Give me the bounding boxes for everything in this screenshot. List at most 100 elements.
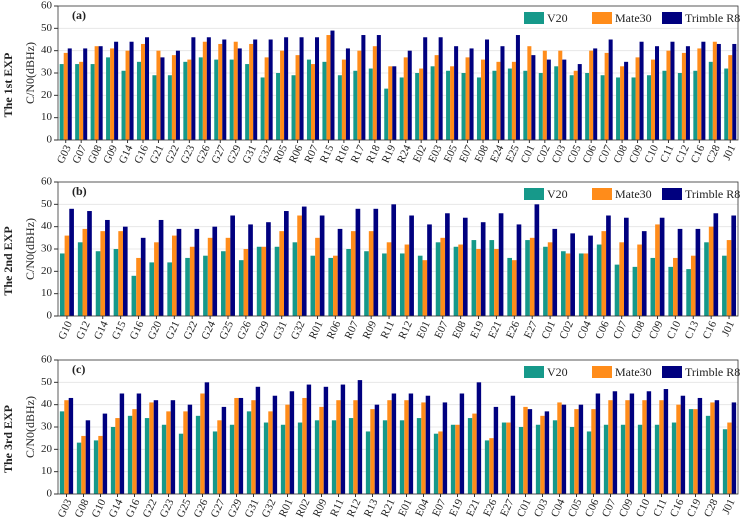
x-tick-label: R01	[307, 319, 326, 341]
bar	[668, 266, 674, 316]
bar	[204, 382, 210, 494]
bar	[671, 422, 677, 494]
bar	[195, 415, 201, 494]
bar	[323, 386, 329, 494]
bar	[569, 427, 575, 494]
x-tick-label: G16	[132, 143, 151, 166]
bar	[260, 77, 265, 140]
x-tick-label: G14	[92, 319, 111, 342]
x-tick-label: C16	[668, 497, 687, 519]
bar	[608, 400, 613, 494]
bar	[299, 37, 304, 141]
x-tick-label: R11	[328, 497, 346, 518]
legend-label: Mate30	[615, 365, 652, 379]
bar	[677, 73, 682, 140]
x-tick-label: G23	[178, 143, 197, 166]
bar	[485, 39, 490, 140]
legend-label: Trimble R8	[685, 187, 740, 201]
x-tick-label: G26	[235, 319, 254, 342]
bar	[364, 251, 369, 316]
bar	[472, 413, 477, 494]
bar	[365, 431, 371, 494]
bar	[202, 41, 207, 140]
bar	[465, 57, 470, 140]
bar	[569, 75, 574, 140]
bar	[612, 391, 618, 494]
bar	[284, 211, 289, 316]
bar	[632, 266, 638, 316]
bar	[233, 41, 238, 140]
bar	[708, 61, 713, 141]
bar	[535, 424, 541, 494]
bar	[110, 48, 115, 140]
x-tick-label: R05	[271, 143, 290, 165]
x-tick-label: R16	[333, 143, 352, 165]
bar	[731, 402, 737, 494]
bar	[246, 411, 252, 494]
legend-swatch	[592, 188, 612, 200]
bar	[588, 235, 593, 316]
x-tick-label: E07	[430, 497, 449, 519]
bar	[350, 231, 356, 316]
bar	[59, 411, 65, 494]
x-tick-label: C09	[617, 497, 636, 519]
bar	[176, 228, 182, 316]
x-tick-label: G16	[124, 497, 143, 520]
x-tick-label: G16	[128, 319, 147, 342]
bar	[386, 242, 392, 316]
bar	[500, 46, 505, 141]
bar	[119, 393, 125, 494]
bar	[676, 404, 681, 494]
x-tick-label: G32	[256, 143, 275, 165]
bar	[557, 402, 562, 494]
bar	[280, 424, 286, 494]
bar	[93, 440, 99, 494]
y-tick-label: 40	[41, 220, 53, 232]
x-tick-label: G15	[110, 319, 129, 342]
bar	[480, 59, 486, 140]
x-tick-label: C10	[665, 319, 684, 341]
bar	[450, 66, 455, 140]
bar	[171, 55, 176, 141]
bar	[422, 260, 428, 316]
legend-label: Mate30	[615, 11, 652, 25]
y-tick-label: 10	[41, 287, 53, 299]
bar	[337, 228, 343, 316]
bar	[348, 418, 354, 494]
bar	[121, 70, 126, 140]
bar	[370, 409, 375, 494]
bar	[399, 77, 404, 140]
x-tick-label: R01	[277, 497, 296, 519]
bar	[731, 215, 737, 316]
bar	[455, 424, 460, 494]
legend-label: V20	[547, 365, 568, 379]
bar	[284, 37, 289, 141]
bar	[175, 50, 180, 140]
bar	[295, 55, 300, 141]
bar	[469, 48, 474, 140]
bar	[136, 393, 142, 494]
legend-label: Mate30	[615, 187, 652, 201]
bar	[493, 406, 499, 494]
bar	[666, 50, 671, 140]
y-tick-label: 20	[41, 265, 53, 277]
bar	[641, 231, 647, 316]
bar	[263, 422, 269, 494]
bar	[94, 46, 99, 141]
x-tick-label: G25	[175, 497, 194, 520]
bar	[595, 393, 601, 494]
bar	[158, 219, 164, 316]
x-tick-label: G26	[194, 143, 213, 166]
bar	[261, 246, 267, 316]
x-tick-label: G27	[209, 497, 228, 520]
x-tick-label: G10	[56, 319, 75, 342]
y-tick-label: 60	[41, 176, 53, 188]
bar	[302, 397, 307, 494]
bar	[642, 400, 647, 494]
x-tick-label: G08	[86, 143, 105, 166]
x-tick-label: C16	[701, 319, 720, 341]
bar	[507, 68, 512, 140]
bar	[543, 246, 548, 316]
bar	[561, 404, 567, 494]
